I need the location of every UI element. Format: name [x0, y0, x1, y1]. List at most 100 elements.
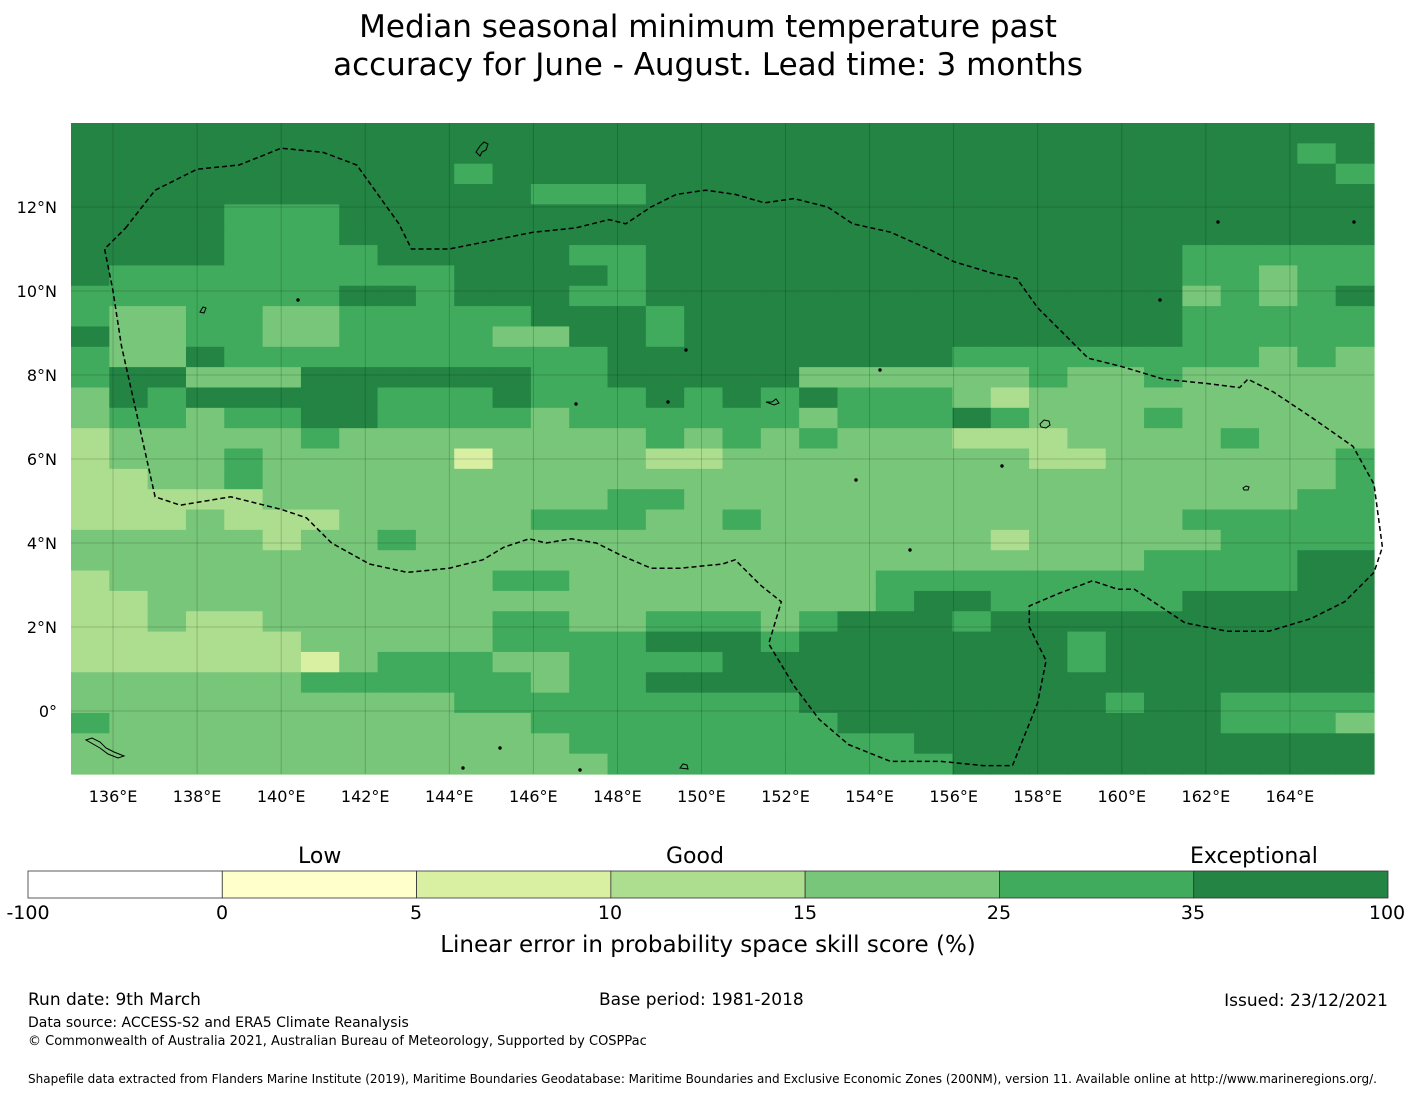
grid-cell	[760, 306, 800, 328]
grid-cell	[1144, 306, 1183, 328]
grid-cell	[377, 692, 417, 714]
grid-cell	[1144, 326, 1183, 348]
grid-cell	[722, 265, 762, 287]
grid-cell	[492, 407, 532, 429]
grid-cell	[530, 306, 570, 328]
islet-dot	[498, 746, 502, 750]
grid-cell	[1220, 651, 1260, 673]
grid-cell	[224, 468, 264, 490]
grid-cell	[703, 123, 742, 144]
grid-cell	[377, 285, 417, 307]
grid-cell	[1067, 224, 1107, 246]
grid-cell	[569, 509, 609, 531]
grid-cell	[1220, 245, 1260, 266]
grid-cell	[645, 753, 685, 775]
grid-cell	[185, 245, 225, 266]
islet-dot	[1158, 298, 1162, 302]
grid-cell	[492, 428, 532, 450]
grid-cell	[300, 550, 340, 572]
grid-cell	[492, 489, 532, 511]
grid-cell	[990, 448, 1030, 470]
grid-cell	[837, 448, 877, 470]
grid-cell	[645, 509, 685, 531]
lon-tick-label: 164°E	[1266, 787, 1315, 806]
grid-cell	[300, 407, 340, 429]
grid-cell	[1335, 163, 1375, 185]
grid-cell	[645, 224, 685, 246]
grid-cell	[1220, 611, 1260, 633]
grid-cell	[492, 387, 532, 409]
grid-cell	[799, 692, 839, 714]
grid-cell	[1220, 570, 1260, 592]
colorbar-tick: 100	[1368, 902, 1406, 924]
grid-cell	[1144, 204, 1183, 226]
grid-cell	[1067, 367, 1107, 389]
grid-cell	[454, 611, 494, 633]
grid-cell	[492, 184, 532, 205]
grid-cell	[1029, 509, 1069, 531]
grid-cell	[760, 428, 800, 450]
grid-cell	[645, 204, 685, 226]
grid-cell	[990, 611, 1030, 633]
grid-cell	[1029, 387, 1069, 409]
grid-cell	[1259, 448, 1298, 470]
grid-cell	[147, 550, 187, 572]
grid-cell	[569, 367, 609, 389]
grid-cell	[1220, 753, 1260, 775]
grid-cell	[300, 489, 340, 511]
grid-cell	[607, 448, 647, 470]
grid-cell	[607, 163, 647, 185]
grid-cell	[607, 570, 647, 592]
grid-cell	[377, 326, 417, 348]
grid-cell	[990, 550, 1030, 572]
colorbar-tick: 0	[215, 902, 229, 924]
grid-cell	[645, 468, 685, 490]
grid-cell	[1067, 631, 1107, 653]
chart-title-line2: accuracy for June - August. Lead time: 3…	[333, 47, 1083, 83]
grid-cell	[492, 590, 532, 612]
grid-cell	[684, 672, 724, 694]
eez-boundary	[103, 147, 1384, 767]
grid-cell	[109, 204, 149, 226]
grid-cell	[147, 265, 187, 287]
grid-cell	[645, 570, 685, 592]
grid-cell	[1029, 184, 1069, 205]
grid-cell	[645, 448, 685, 470]
grid-cell	[262, 306, 302, 328]
grid-cell	[71, 448, 110, 470]
grid-cell	[760, 753, 800, 775]
grid-cell	[684, 387, 724, 409]
grid-cell	[1067, 753, 1107, 775]
grid-cell	[1335, 753, 1375, 775]
grid-cell	[1105, 550, 1145, 572]
grid-cell	[837, 631, 877, 653]
grid-cell	[443, 123, 482, 144]
grid-cell	[530, 245, 570, 266]
grid-cell	[1029, 448, 1069, 470]
grid-cell	[300, 672, 340, 694]
grid-cell	[262, 468, 302, 490]
grid-cell	[415, 163, 455, 185]
grid-cell	[569, 143, 609, 165]
grid-cell	[990, 428, 1030, 450]
grid-cell	[914, 672, 954, 694]
lon-tick-label: 150°E	[677, 787, 726, 806]
grid-cell	[71, 245, 110, 266]
grid-cell	[1144, 509, 1183, 531]
grid-cell	[952, 712, 992, 734]
grid-cell	[339, 326, 379, 348]
grid-cell	[1067, 428, 1107, 450]
grid-cell	[569, 550, 609, 572]
grid-cell	[799, 468, 839, 490]
grid-cell	[377, 407, 417, 429]
grid-cell	[300, 265, 340, 287]
grid-cell	[185, 733, 225, 755]
islet-dot	[854, 478, 858, 482]
grid-cell	[224, 590, 264, 612]
grid-cell	[185, 753, 225, 775]
grid-cell	[71, 631, 110, 653]
grid-cell	[875, 184, 915, 205]
grid-cell	[224, 550, 264, 572]
grid-cell	[914, 448, 954, 470]
grid-cell	[760, 265, 800, 287]
